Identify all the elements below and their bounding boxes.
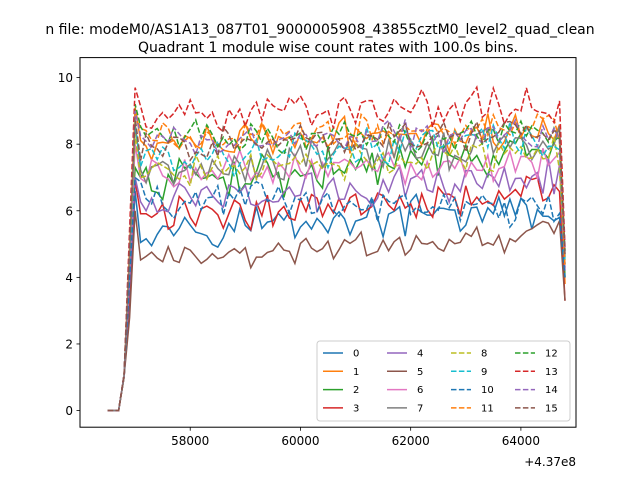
- series-line-0: [107, 190, 566, 412]
- legend-label: 14: [545, 385, 558, 396]
- series-line-7: [107, 124, 566, 412]
- legend-label: 1: [353, 367, 359, 378]
- series-line-8: [107, 134, 566, 412]
- y-tick-label: 6: [65, 204, 73, 218]
- plot-frame: [79, 57, 577, 428]
- series-line-9: [107, 120, 566, 412]
- legend-label: 13: [545, 367, 558, 378]
- legend-label: 0: [353, 349, 359, 360]
- y-tick-label: 2: [65, 337, 73, 351]
- legend-label: 3: [353, 404, 359, 415]
- legend-label: 10: [481, 385, 494, 396]
- x-tick-label: 64000: [502, 434, 540, 448]
- y-tick-label: 8: [65, 138, 73, 152]
- legend-label: 11: [481, 404, 494, 415]
- plot-area: [107, 85, 566, 412]
- x-tick-label: 58000: [171, 434, 209, 448]
- legend-label: 5: [417, 367, 423, 378]
- figure-suptitle: n file: modeM0/AS1A13_087T01_9000005908_…: [45, 22, 594, 38]
- series-line-4: [107, 158, 566, 412]
- legend-label: 6: [417, 385, 423, 396]
- x-tick-label: 60000: [281, 434, 319, 448]
- series-line-13: [107, 85, 566, 412]
- series-line-15: [107, 117, 566, 412]
- x-tick-label: 62000: [392, 434, 430, 448]
- legend-box: [316, 340, 571, 422]
- chart-title: Quadrant 1 module wise count rates with …: [138, 40, 518, 56]
- series-line-5: [107, 210, 566, 412]
- legend-label: 8: [481, 349, 487, 360]
- legend-label: 12: [545, 349, 558, 360]
- legend-label: 4: [417, 349, 423, 360]
- legend-label: 9: [481, 367, 487, 378]
- legend-label: 7: [417, 404, 423, 415]
- y-tick-label: 0: [65, 404, 73, 418]
- legend-label: 15: [545, 404, 558, 415]
- legend-label: 2: [353, 385, 359, 396]
- series-line-10: [107, 176, 566, 412]
- x-offset-label: +4.37e8: [524, 455, 576, 469]
- y-tick-label: 10: [58, 71, 73, 85]
- y-tick-label: 4: [65, 271, 73, 285]
